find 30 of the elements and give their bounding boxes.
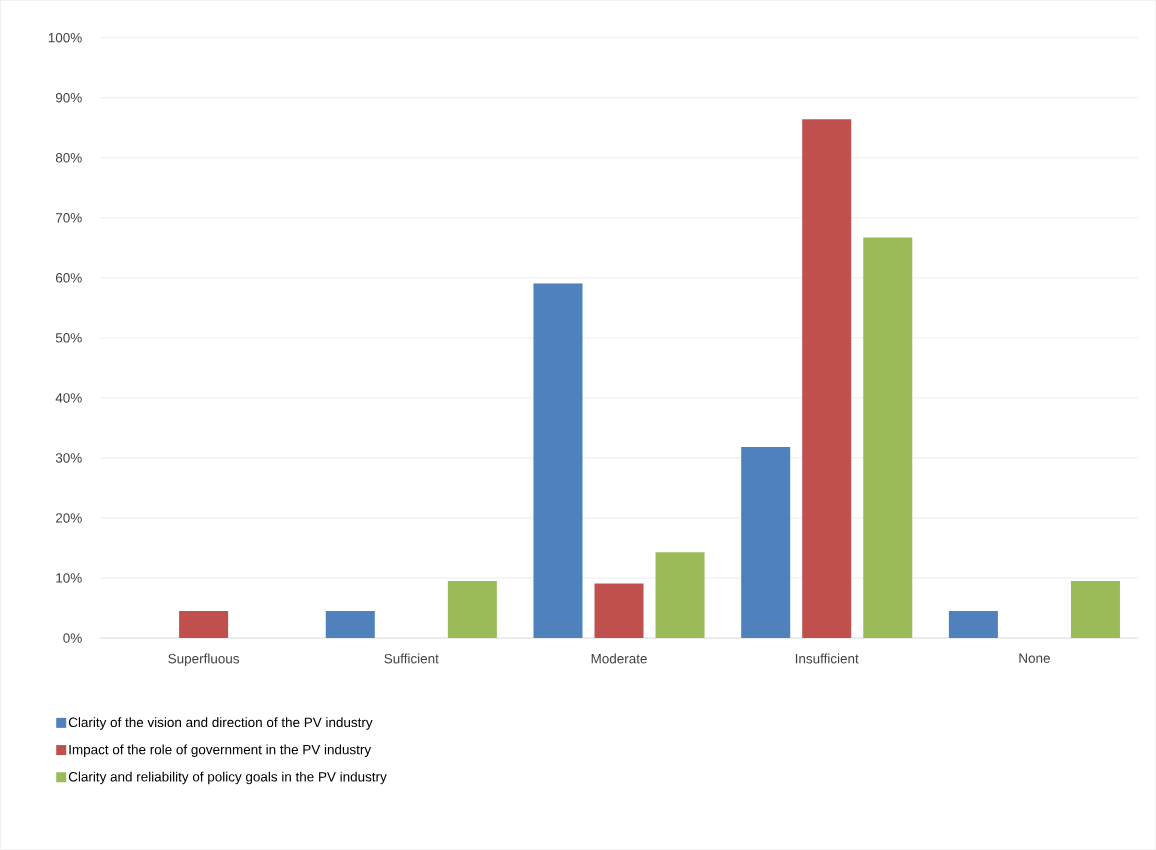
y-tick-label: 100% — [48, 33, 82, 43]
legend-label: Clarity of the vision and direction of the PV industry — [68, 717, 373, 730]
y-tick-label: 10% — [56, 573, 82, 583]
bar — [863, 237, 913, 639]
y-tick-label: 20% — [55, 513, 82, 523]
y-tick-label: 0% — [63, 633, 82, 643]
y-tick-label: 80% — [55, 153, 82, 163]
y-tick-label: 70% — [55, 213, 82, 223]
x-tick-label: Moderate — [591, 653, 647, 664]
y-tick-label: 60% — [55, 273, 82, 283]
y-tick-label: 50% — [55, 333, 82, 343]
bar — [655, 552, 705, 639]
legend-label: Clarity and reliability of policy goals in the PV industry — [68, 771, 387, 785]
bar — [594, 583, 644, 639]
x-tick-label: Superfluous — [168, 653, 240, 667]
bar — [325, 611, 375, 639]
y-tick-label: 90% — [55, 93, 82, 103]
bar — [802, 119, 852, 639]
bar — [741, 447, 791, 639]
bar — [948, 611, 998, 639]
bar — [447, 581, 497, 639]
x-tick-label: Sufficient — [384, 653, 439, 664]
legend-label: Impact of the role of government in the PV industry — [69, 744, 372, 758]
bar — [1070, 581, 1120, 639]
y-tick-label: 30% — [55, 453, 82, 463]
x-tick-label: Insufficient — [795, 653, 859, 664]
bar — [179, 611, 229, 639]
y-tick-label: 40% — [55, 393, 82, 403]
x-tick-label: None — [1019, 653, 1050, 664]
bar — [533, 283, 583, 639]
